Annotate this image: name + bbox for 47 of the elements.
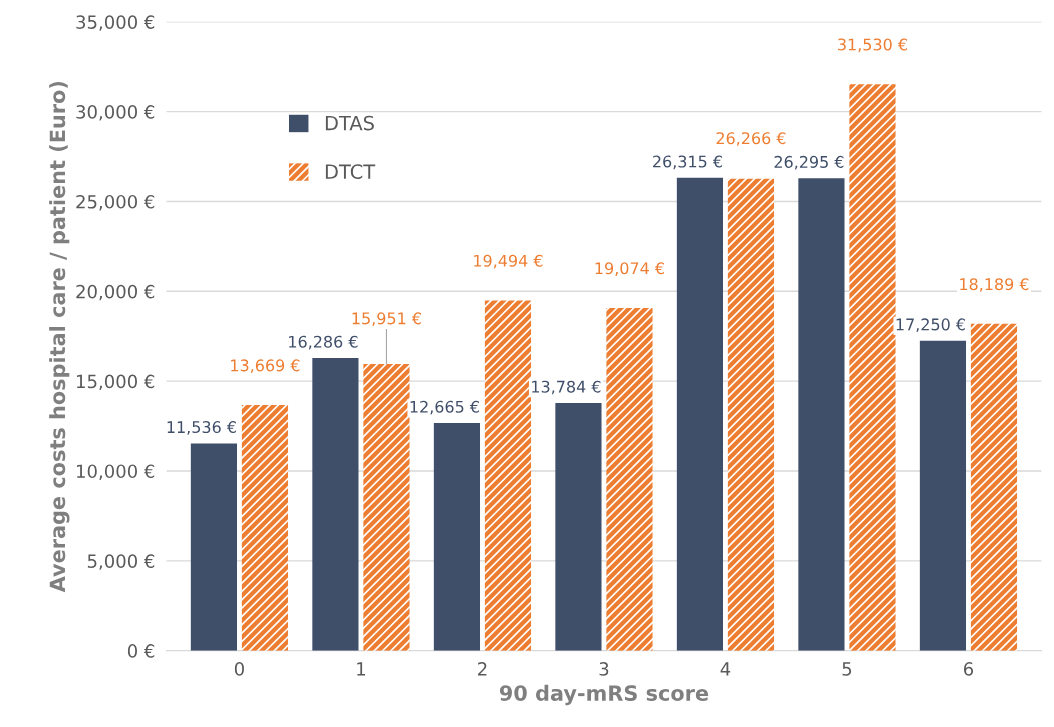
bar	[970, 323, 1018, 651]
x-tick-label: 0	[234, 662, 244, 676]
x-tick-label: 6	[963, 662, 974, 676]
y-tick-label: 20,000 €	[76, 284, 155, 301]
data-label: 19,494 €	[474, 254, 543, 269]
x-tick-label: 4	[720, 662, 731, 676]
data-label: 19,074 €	[595, 262, 664, 276]
x-tick-label: 2	[478, 662, 487, 676]
bar	[919, 340, 967, 651]
data-label: 15,951 €	[352, 312, 421, 327]
x-tick-label: 1	[357, 662, 366, 676]
bar	[363, 364, 410, 651]
data-label: 26,295 €	[774, 155, 844, 170]
bar	[190, 443, 237, 651]
data-label: 17,250 €	[896, 318, 965, 333]
bar	[676, 177, 724, 651]
bar	[241, 405, 289, 651]
data-label: 26,315 €	[653, 155, 722, 170]
data-label: 31,530 €	[838, 38, 907, 53]
y-tick-label: 30,000 €	[76, 105, 155, 121]
bar	[555, 403, 602, 651]
y-tick-label: 15,000 €	[77, 374, 155, 391]
x-axis-title: 90 day-mRS score	[499, 684, 709, 706]
data-label: 16,286 €	[289, 335, 358, 350]
y-tick-label: 5,000 €	[87, 554, 155, 570]
legend-label: DTAS	[325, 115, 374, 131]
x-tick-label: 3	[599, 662, 609, 676]
y-tick-label: 10,000 €	[77, 464, 155, 480]
data-label: 13,669 €	[231, 359, 300, 374]
bar	[727, 178, 775, 651]
data-label: 13,784 €	[532, 380, 601, 395]
y-tick-label: 0 €	[127, 644, 155, 658]
y-tick-label: 25,000 €	[76, 194, 155, 211]
bar	[849, 84, 896, 651]
y-tick-label: 35,000 €	[76, 15, 155, 31]
y-axis-title: Average costs hospital care / patient (Euro)	[49, 81, 70, 593]
bar	[798, 178, 845, 651]
legend-label: DTCT	[325, 164, 376, 179]
data-label: 12,665 €	[410, 400, 479, 415]
data-label: 26,266 €	[716, 132, 786, 146]
data-label: 11,536 €	[167, 421, 236, 435]
data-label: 18,189 €	[960, 278, 1029, 292]
x-tick-label: 5	[842, 662, 852, 676]
bar	[606, 307, 653, 651]
bar	[312, 358, 359, 651]
bar	[484, 300, 532, 651]
bar	[433, 423, 481, 651]
